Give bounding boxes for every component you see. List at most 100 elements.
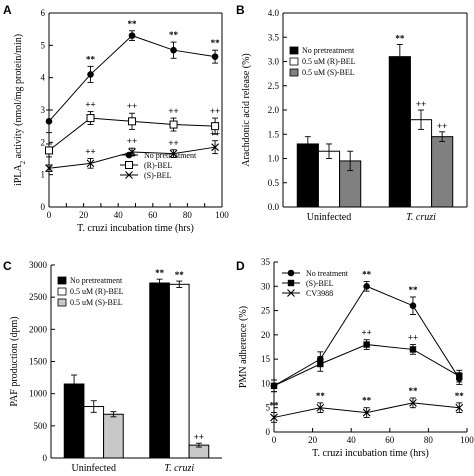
significance-label: ++ xyxy=(194,432,204,442)
legend-label: (R)-BEL xyxy=(144,161,173,170)
x-tick-label: 20 xyxy=(308,435,318,445)
legend-label: No pretreatment xyxy=(302,46,355,55)
x-tick-label: 100 xyxy=(215,210,229,220)
legend-marker xyxy=(287,289,295,297)
data-point xyxy=(45,118,53,125)
legend-label: 0.5 uM (S)-BEL xyxy=(302,68,355,77)
data-point xyxy=(128,32,136,39)
y-axis-title: Arachdonic acid release (%) xyxy=(241,53,252,167)
bar xyxy=(409,119,433,208)
significance-label: ** xyxy=(175,270,185,280)
significance-label: ++ xyxy=(127,136,137,146)
legend-swatch xyxy=(57,298,67,307)
y-axis-title-part: iPLA xyxy=(13,164,24,186)
series--s-bel: ++ ++ ++ ++ xyxy=(45,129,220,173)
data-point xyxy=(211,122,220,131)
legend-label: (S)-BEL xyxy=(306,279,334,288)
y-tick-label: 3.5 xyxy=(268,32,280,42)
series--s-bel: ++ ++ xyxy=(270,328,463,393)
legend-swatch xyxy=(289,57,299,66)
panel-letter: B xyxy=(236,3,245,17)
x-tick-label: 40 xyxy=(347,435,357,445)
y-axis-title: PMN adherence (%) xyxy=(238,306,249,388)
bar xyxy=(63,383,85,459)
series-no-pretreatment: ** ** ** ** xyxy=(45,19,221,134)
x-tick-label: 0 xyxy=(47,210,52,220)
x-tick-label: 80 xyxy=(424,435,434,445)
significance-label: ** xyxy=(408,386,418,396)
data-point xyxy=(211,53,219,60)
legend-swatch xyxy=(57,287,67,296)
data-point xyxy=(86,114,95,123)
legend-marker xyxy=(125,171,133,179)
data-point xyxy=(409,398,417,407)
legend-swatch xyxy=(289,46,299,55)
y-tick-label: 3000 xyxy=(29,260,48,270)
y-tick-label: 1000 xyxy=(29,389,48,399)
significance-label: ++ xyxy=(127,101,137,111)
significance-label: ** xyxy=(316,391,326,401)
panel-c: C 0 500 1000 1500 2000 2500 3000 PAF production … xyxy=(3,259,222,474)
y-tick-label: 35 xyxy=(261,257,271,267)
y-tick-label: 25 xyxy=(261,306,271,316)
y-tick-label: 1.0 xyxy=(268,154,280,164)
data-point xyxy=(169,149,178,158)
legend-marker xyxy=(125,151,133,159)
x-tick-label: 60 xyxy=(148,210,158,220)
panel-letter: D xyxy=(236,259,245,273)
data-point xyxy=(45,146,53,155)
bar xyxy=(431,136,454,208)
bar xyxy=(296,143,319,208)
legend-marker xyxy=(287,279,295,287)
significance-label: ** xyxy=(169,30,179,40)
series-cv3988: ** ** ** ** ** xyxy=(270,386,464,423)
y-axis-title-sub: 2 xyxy=(19,160,27,164)
y-tick-label: 30 xyxy=(261,281,271,291)
legend-label: No treatment xyxy=(306,269,349,278)
significance-label: ** xyxy=(211,38,221,48)
category-label: T. cruzi xyxy=(406,212,436,223)
y-tick-label: 5 xyxy=(266,403,271,413)
data-point xyxy=(270,382,278,390)
significance-label: ++ xyxy=(168,106,178,116)
category-label: T. cruzi xyxy=(164,463,194,474)
y-tick-label: 0 xyxy=(41,202,46,212)
y-tick-label: 6 xyxy=(41,8,46,18)
data-point xyxy=(317,360,324,368)
significance-label: ** xyxy=(362,269,372,279)
y-tick-label: 1.5 xyxy=(268,129,280,139)
y-tick-label: 500 xyxy=(34,421,48,431)
data-point xyxy=(170,46,177,54)
panel-b: B 0.0 0.5 1.0 1.5 2.0 2.5 3.0 3.5 4.0 Arachdonic a… xyxy=(236,3,468,223)
legend-label: CV3988 xyxy=(306,289,333,298)
bar xyxy=(103,413,124,459)
y-tick-label: 5 xyxy=(41,40,46,50)
x-tick-label: 0 xyxy=(272,435,277,445)
panel-d: D 0 5 10 15 20 25 30 35 0 20 40 60 80 100 T. cruzi incu… xyxy=(236,257,474,459)
significance-label: ** xyxy=(362,396,372,406)
significance-label: ++ xyxy=(416,99,426,109)
significance-label: ++ xyxy=(437,121,447,131)
legend-label: No pretreatment xyxy=(70,276,123,285)
significance-label: ** xyxy=(270,401,280,411)
category-label: Uninfected xyxy=(307,212,351,223)
significance-label: ++ xyxy=(210,129,220,139)
significance-label: ** xyxy=(408,285,418,295)
series-line xyxy=(273,344,460,387)
x-tick-label: 40 xyxy=(114,210,124,220)
y-axis-title: PAF production (dpm) xyxy=(9,316,20,406)
y-axis-title-part: activity (nmol/mg protein/min) xyxy=(13,34,24,161)
y-tick-label: 15 xyxy=(261,354,271,364)
y-tick-label: 20 xyxy=(261,330,271,340)
y-tick-label: 1 xyxy=(41,170,46,180)
legend-label: 0.5 uM (R)-BEL xyxy=(70,287,124,296)
x-tick-label: 100 xyxy=(460,435,474,445)
legend-swatch xyxy=(57,276,67,285)
y-tick-label: 4 xyxy=(41,73,46,83)
y-axis-title: iPLA2 activity (nmol/mg protein/min) xyxy=(13,34,27,186)
data-point xyxy=(316,403,325,412)
data-point xyxy=(128,117,137,126)
data-point xyxy=(86,159,95,168)
bar xyxy=(83,406,105,459)
